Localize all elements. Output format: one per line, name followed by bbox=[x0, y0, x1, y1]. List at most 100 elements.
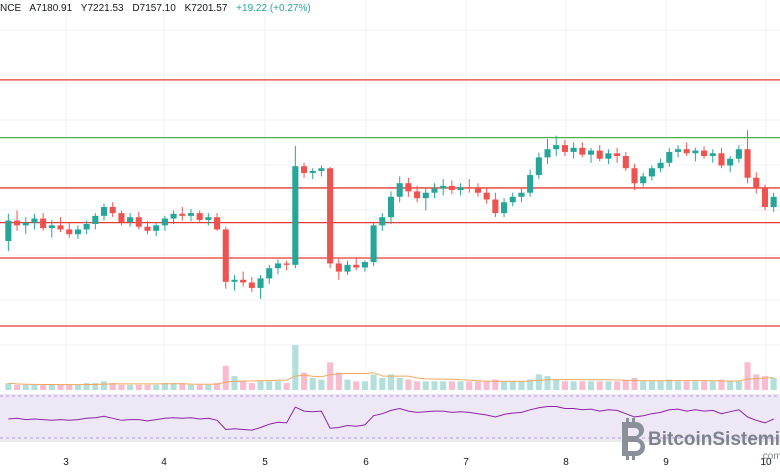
candle-body bbox=[48, 225, 55, 229]
rsi-line bbox=[8, 406, 774, 431]
volume-bar bbox=[422, 381, 429, 390]
candle-body bbox=[518, 192, 525, 197]
volume-bar bbox=[692, 381, 699, 390]
candle-body bbox=[535, 157, 542, 176]
candle-body bbox=[14, 220, 21, 226]
volume-bar bbox=[457, 381, 464, 390]
volume-bar bbox=[474, 381, 482, 390]
volume-bar bbox=[22, 384, 29, 390]
volume-bar bbox=[57, 384, 64, 390]
volume-bar bbox=[744, 362, 751, 390]
candle-body bbox=[466, 187, 473, 189]
volume-bar bbox=[344, 379, 351, 390]
volume-bar bbox=[553, 379, 560, 390]
candle-body bbox=[161, 218, 168, 226]
candle-body bbox=[257, 278, 264, 288]
candle-body bbox=[553, 145, 560, 150]
candle-body bbox=[701, 150, 708, 156]
candle-body bbox=[648, 168, 655, 177]
candle-body bbox=[431, 188, 438, 193]
volume-bar bbox=[518, 381, 525, 390]
x-axis: 3 4 5 6 7 8 9 10 bbox=[0, 440, 780, 468]
volume-bar bbox=[527, 379, 534, 390]
candle-body bbox=[596, 150, 603, 159]
volume-bar bbox=[753, 374, 760, 390]
candle-body bbox=[370, 225, 377, 263]
volume-bar bbox=[674, 381, 682, 390]
watermark-suffix: .com bbox=[760, 451, 780, 462]
volume-bar bbox=[118, 384, 125, 390]
volume-bar bbox=[622, 379, 629, 390]
volume-bar bbox=[5, 383, 12, 390]
volume-bar bbox=[283, 383, 290, 390]
candle-body bbox=[283, 263, 290, 265]
candle-body bbox=[335, 263, 342, 272]
candle-body bbox=[666, 151, 673, 163]
candle-body bbox=[92, 215, 99, 224]
volume-bar bbox=[222, 365, 229, 390]
candle-body bbox=[57, 225, 64, 230]
candle-body bbox=[570, 147, 577, 152]
volume-bar bbox=[735, 381, 742, 390]
volume-bar bbox=[709, 381, 716, 390]
candle-body bbox=[422, 192, 429, 199]
candle-body bbox=[492, 199, 499, 214]
volume-bar bbox=[648, 381, 655, 390]
candle-body bbox=[153, 225, 160, 231]
volume-bar bbox=[509, 381, 516, 390]
candle-body bbox=[5, 220, 12, 241]
candle-body bbox=[135, 217, 142, 227]
low-value: D7157.10 bbox=[132, 3, 176, 14]
candle-body bbox=[344, 264, 351, 272]
candle-body bbox=[753, 177, 760, 189]
volume-bar bbox=[257, 381, 264, 390]
volume-bar bbox=[205, 384, 212, 390]
candle-body bbox=[727, 158, 734, 166]
candle-body bbox=[187, 213, 195, 216]
volume-bar bbox=[292, 344, 299, 390]
volume-bar bbox=[74, 384, 81, 390]
volume-bar bbox=[683, 381, 690, 390]
candle-body bbox=[231, 279, 238, 282]
volume-bar bbox=[266, 381, 273, 390]
candle-body bbox=[527, 175, 534, 193]
candle-body bbox=[40, 218, 47, 229]
candle-body bbox=[483, 192, 490, 200]
volume-bar bbox=[231, 376, 238, 390]
volume-bar bbox=[701, 381, 708, 390]
volume-bar bbox=[387, 374, 395, 390]
volume-bar bbox=[448, 381, 455, 390]
candle-body bbox=[474, 188, 482, 193]
candle-body bbox=[605, 153, 612, 159]
candle-body bbox=[631, 168, 638, 184]
volume-bar bbox=[761, 376, 768, 390]
volume-bar bbox=[196, 384, 203, 390]
candle-body bbox=[22, 222, 29, 226]
candle-body bbox=[214, 217, 221, 230]
volume-bar bbox=[379, 377, 386, 390]
volume-bar bbox=[83, 383, 90, 390]
candle-body bbox=[579, 147, 586, 155]
volume-bar bbox=[501, 381, 508, 390]
volume-bar bbox=[274, 381, 281, 390]
candle-body bbox=[448, 185, 455, 190]
volume-bar bbox=[170, 383, 177, 390]
volume-bar bbox=[492, 379, 499, 390]
candle-body bbox=[396, 183, 403, 197]
volume-bar bbox=[579, 381, 586, 390]
volume-bar bbox=[405, 379, 412, 390]
candle-body bbox=[770, 196, 777, 207]
candle-body bbox=[100, 207, 108, 216]
volume-bar bbox=[414, 381, 421, 390]
volume-bar bbox=[187, 384, 195, 390]
candle-body bbox=[614, 153, 621, 156]
volume-bar bbox=[353, 381, 360, 390]
candles bbox=[5, 130, 777, 299]
candle-body bbox=[196, 213, 203, 220]
candle-body bbox=[318, 168, 325, 171]
volume-bar bbox=[14, 384, 21, 390]
candle-body bbox=[327, 168, 334, 264]
x-tick-label: 8 bbox=[563, 457, 569, 468]
